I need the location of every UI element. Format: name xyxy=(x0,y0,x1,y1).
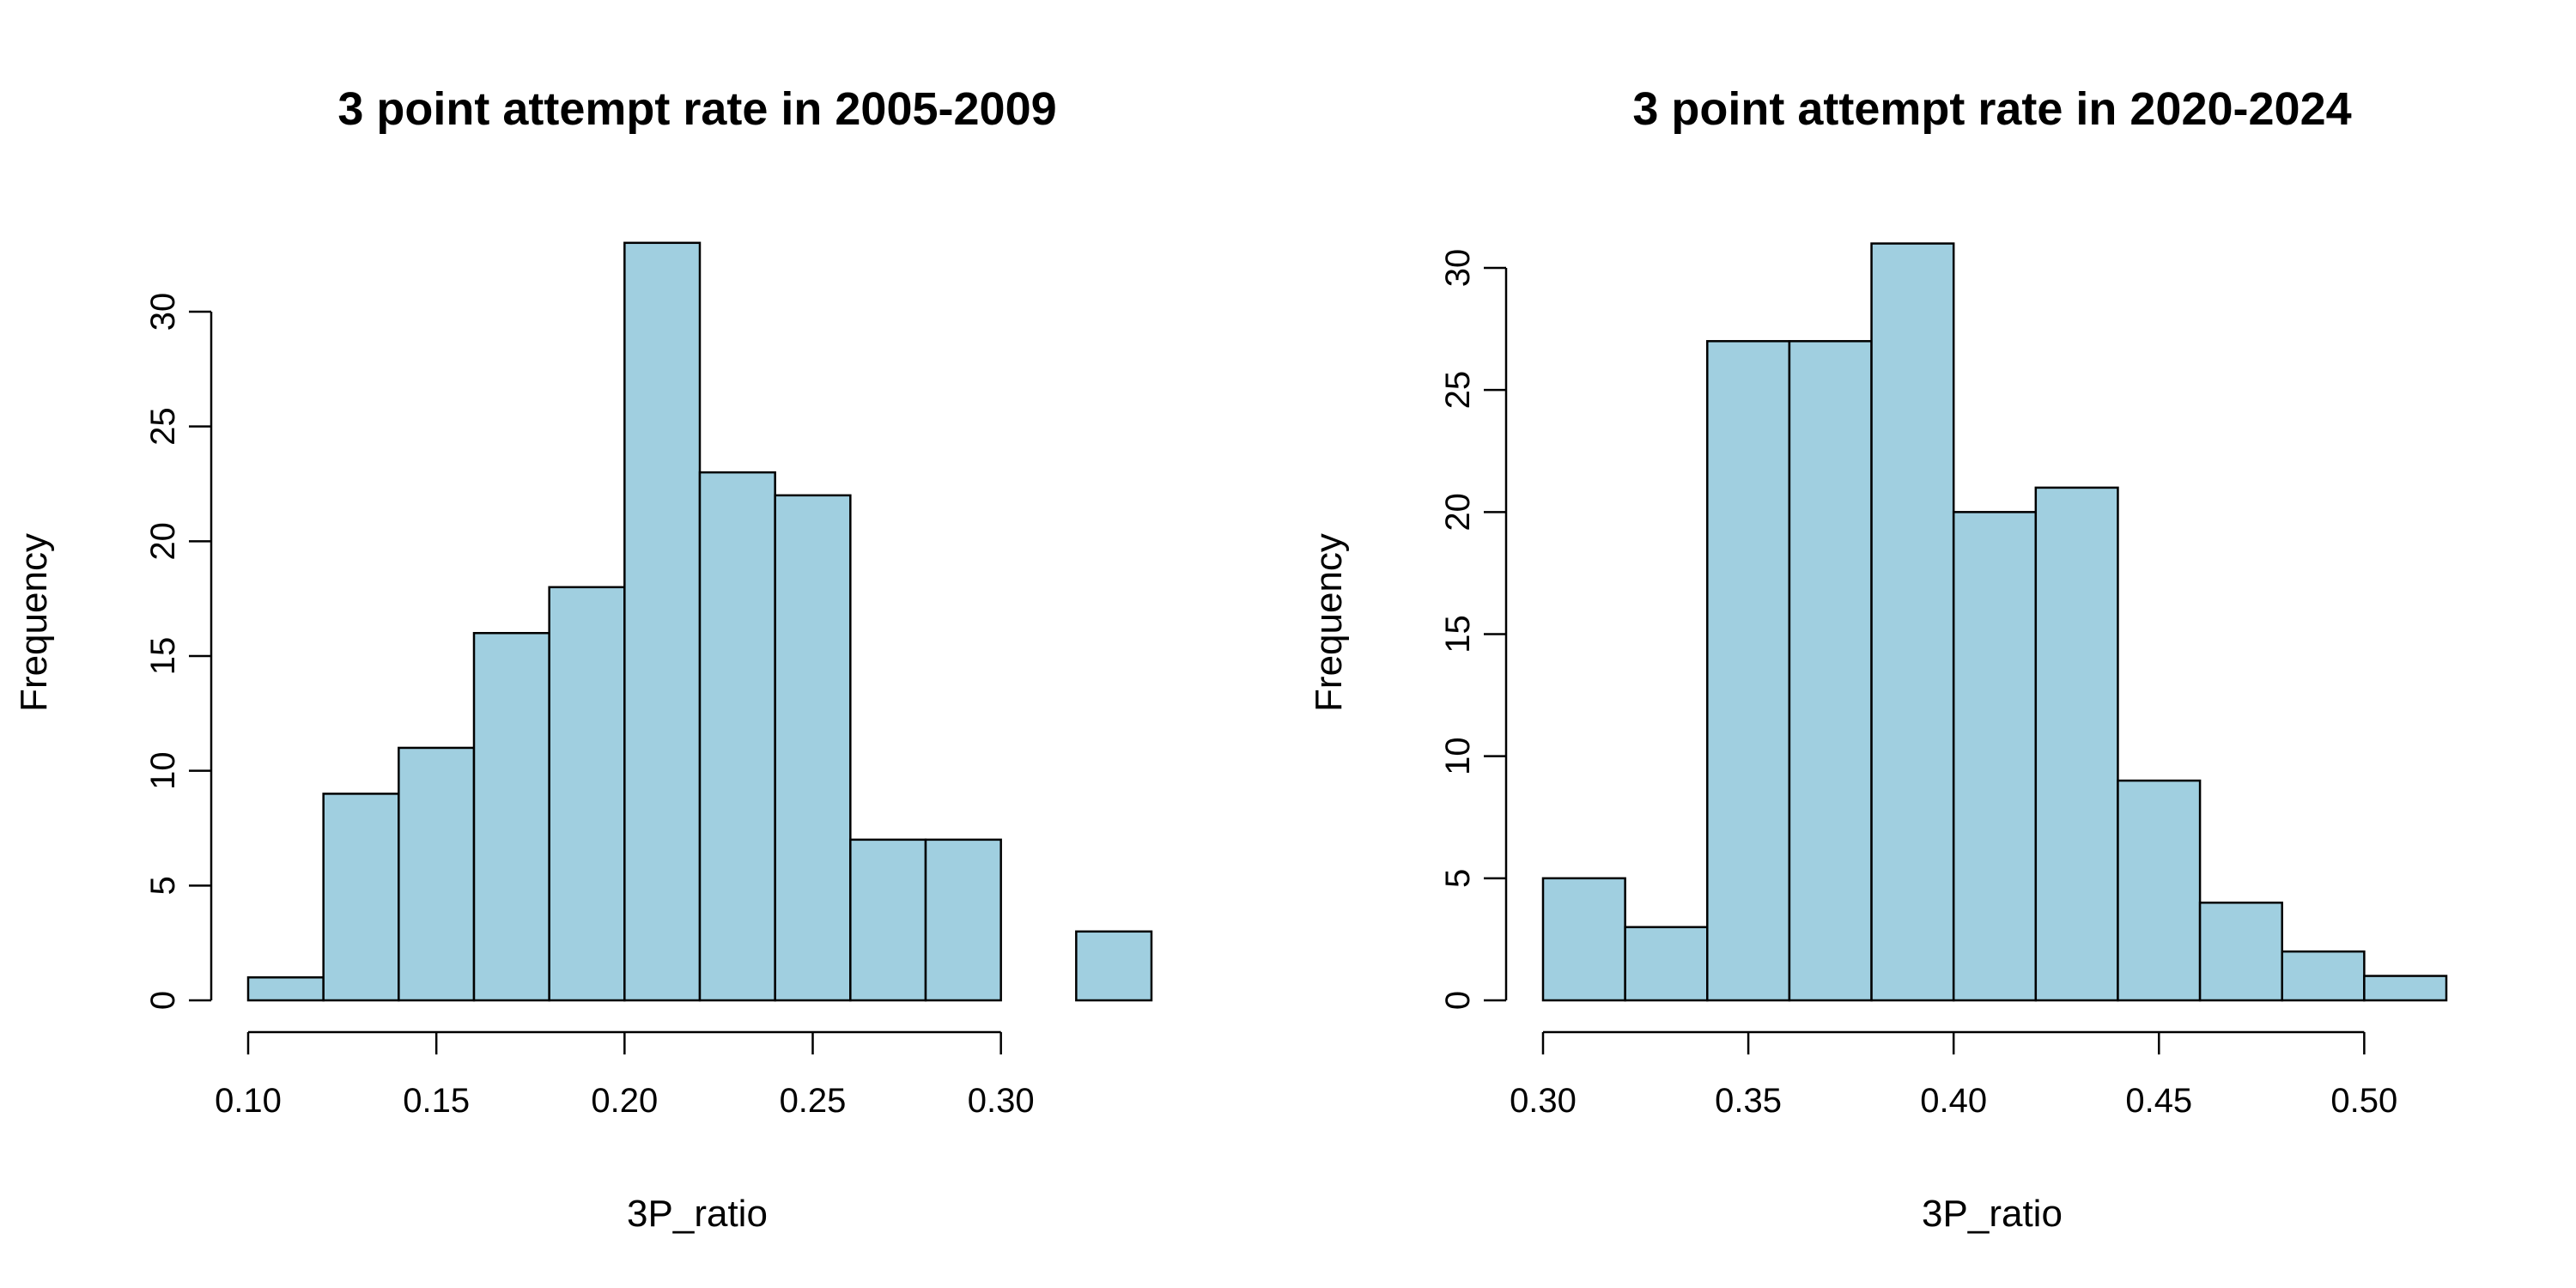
histogram-bar xyxy=(924,838,1002,1002)
histogram-bar xyxy=(2281,950,2366,1002)
histogram-bar xyxy=(698,471,776,1002)
x-tick-label: 0.45 xyxy=(2125,1082,2192,1120)
chart-title: 3 point attempt rate in 2005-2009 xyxy=(337,83,1056,135)
y-tick-label: 15 xyxy=(1439,615,1477,653)
histogram-bar xyxy=(1541,877,1626,1002)
y-axis: 0 5 10 15 20 25 30 xyxy=(1439,249,1508,1010)
x-tick-label: 0.15 xyxy=(403,1082,470,1120)
histogram-panel-2005-2009: 3 point attempt rate in 2005-2009 3P_rat… xyxy=(13,83,1153,1235)
x-tick-label: 0.20 xyxy=(591,1082,658,1120)
x-tick-label: 0.30 xyxy=(1510,1082,1577,1120)
histogram-bar xyxy=(398,746,476,1002)
y-tick-label: 10 xyxy=(1439,737,1477,775)
histogram-bar xyxy=(1952,511,2038,1002)
y-tick-label: 25 xyxy=(1439,371,1477,410)
y-axis-label: Frequency xyxy=(1308,533,1350,712)
histogram-bar xyxy=(1706,340,1791,1002)
histogram-bar xyxy=(548,586,626,1002)
histogram-bar xyxy=(849,838,927,1002)
y-tick-label: 30 xyxy=(144,293,182,331)
histogram-bar xyxy=(2034,486,2119,1002)
x-tick-label: 0.40 xyxy=(1920,1082,1987,1120)
histogram-bar xyxy=(1870,242,1955,1002)
histogram-bar xyxy=(2117,779,2202,1002)
histogram-bar xyxy=(1788,340,1873,1002)
y-axis-label: Frequency xyxy=(13,533,55,712)
x-tick-label: 0.25 xyxy=(780,1082,847,1120)
histogram-bar xyxy=(774,494,852,1002)
y-tick-label: 20 xyxy=(1439,493,1477,532)
y-tick-label: 15 xyxy=(144,637,182,676)
x-axis-label: 3P_ratio xyxy=(627,1193,768,1235)
histogram-panel-2020-2024: 3 point attempt rate in 2020-2024 3P_rat… xyxy=(1308,83,2448,1235)
bars xyxy=(246,241,1153,1002)
y-tick-label: 20 xyxy=(144,522,182,561)
x-tick-label: 0.50 xyxy=(2330,1082,2397,1120)
x-tick-label: 0.35 xyxy=(1715,1082,1782,1120)
y-tick-label: 30 xyxy=(1439,249,1477,288)
histogram-bar xyxy=(2198,902,2283,1002)
y-tick-label: 25 xyxy=(144,407,182,445)
x-tick-label: 0.30 xyxy=(968,1082,1035,1120)
x-axis: 0.30 0.35 0.40 0.45 0.50 xyxy=(1510,1030,2397,1120)
histogram-bar xyxy=(1624,926,1709,1002)
y-tick-label: 5 xyxy=(1439,869,1477,888)
histogram-bar xyxy=(322,793,400,1002)
y-tick-label: 0 xyxy=(144,991,182,1010)
x-axis: 0.10 0.15 0.20 0.25 0.30 xyxy=(215,1030,1035,1120)
bars xyxy=(1541,242,2448,1002)
histogram-bar xyxy=(1075,930,1153,1002)
y-tick-label: 0 xyxy=(1439,991,1477,1010)
y-tick-label: 5 xyxy=(144,876,182,895)
chart-title: 3 point attempt rate in 2020-2024 xyxy=(1632,83,2351,135)
histogram-bar xyxy=(472,632,550,1002)
histogram-bar xyxy=(246,976,325,1002)
histogram-bar xyxy=(623,241,702,1002)
y-axis: 0 5 10 15 20 25 30 xyxy=(144,293,213,1010)
x-axis-label: 3P_ratio xyxy=(1922,1193,2063,1235)
histogram-bar xyxy=(2363,975,2448,1002)
y-tick-label: 10 xyxy=(144,751,182,790)
x-tick-label: 0.10 xyxy=(215,1082,282,1120)
